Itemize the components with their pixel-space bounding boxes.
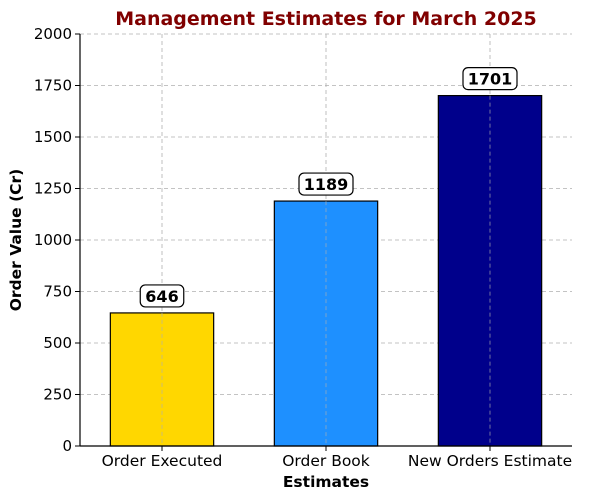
data-label-box: [462, 66, 518, 91]
x-tick-label: Order Executed: [102, 452, 223, 470]
y-tick-label: 250: [43, 386, 72, 404]
x-tick-label: New Orders Estimate: [408, 452, 572, 470]
y-tick-label: 1250: [34, 180, 72, 198]
y-tick-label: 2000: [34, 25, 72, 43]
data-label: 1189: [304, 175, 349, 194]
y-tick-label: 1000: [34, 231, 72, 249]
y-tick-label: 1500: [34, 128, 72, 146]
y-axis-label: Order Value (Cr): [7, 169, 25, 312]
y-tick-label: 0: [62, 437, 72, 455]
data-label: 646: [145, 287, 178, 306]
data-label-box: [298, 172, 354, 196]
x-tick-label: Order Book: [282, 452, 370, 470]
y-tick-label: 1750: [34, 77, 72, 95]
data-labels: 646 1189 1701: [139, 66, 518, 308]
bars: [109, 94, 543, 447]
chart-title: Management Estimates for March 2025: [115, 8, 537, 30]
y-tick-label: 750: [43, 283, 72, 301]
data-label: 1701: [468, 70, 513, 89]
x-axis-label: Estimates: [283, 473, 369, 491]
data-label-box: [139, 284, 185, 308]
y-tick-label: 500: [43, 334, 72, 352]
tick-labels: 0 250 500 750 1000 1250 1500 1750 2000 Order Exec…: [34, 25, 572, 470]
